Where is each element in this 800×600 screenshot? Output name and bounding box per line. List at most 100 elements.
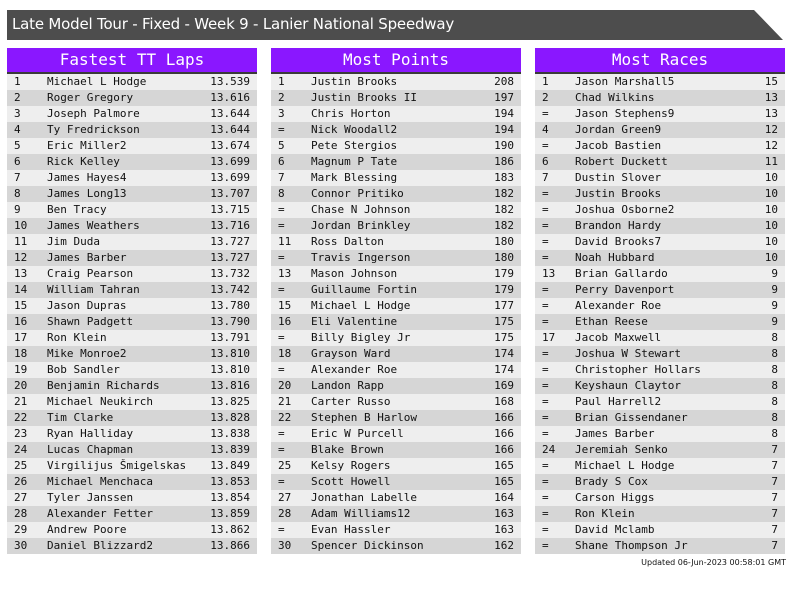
table-row: 24 Lucas Chapman 13.839 — [7, 442, 257, 458]
rank-cell: 12 — [14, 251, 28, 264]
driver-name-cell: Ty Fredrickson — [47, 123, 140, 136]
driver-name-cell: Michael L Hodge — [311, 299, 411, 312]
value-cell: 10 — [764, 187, 778, 200]
driver-name-cell: Michael L Hodge — [47, 75, 147, 88]
table-row: = Scott Howell 165 — [271, 474, 521, 490]
rank-cell: 11 — [14, 235, 28, 248]
rank-cell: = — [542, 235, 549, 248]
driver-name-cell: Michael Neukirch — [47, 395, 153, 408]
value-cell: 182 — [494, 203, 514, 216]
rank-cell: 26 — [14, 475, 28, 488]
title-bar: Late Model Tour - Fixed - Week 9 - Lanie… — [7, 10, 783, 40]
rank-cell: 2 — [278, 91, 285, 104]
value-cell: 13.742 — [210, 283, 250, 296]
table-row: 28 Adam Williams12 163 — [271, 506, 521, 522]
table-row: 4 Ty Fredrickson 13.644 — [7, 122, 257, 138]
driver-name-cell: Carter Russo — [311, 395, 391, 408]
table-row: 21 Carter Russo 168 — [271, 394, 521, 410]
driver-name-cell: Tyler Janssen — [47, 491, 134, 504]
rank-cell: = — [542, 395, 549, 408]
rank-cell: = — [542, 251, 549, 264]
value-cell: 10 — [764, 171, 778, 184]
value-cell: 163 — [494, 523, 514, 536]
table-row: 25 Virgilijus Šmigelskas 13.849 — [7, 458, 257, 474]
value-cell: 13.838 — [210, 427, 250, 440]
driver-name-cell: Travis Ingerson — [311, 251, 411, 264]
table-row: 30 Spencer Dickinson 162 — [271, 538, 521, 554]
rank-cell: 20 — [14, 379, 28, 392]
value-cell: 186 — [494, 155, 514, 168]
table-row: 15 Jason Dupras 13.780 — [7, 298, 257, 314]
value-cell: 208 — [494, 75, 514, 88]
table-row: 3 Joseph Palmore 13.644 — [7, 106, 257, 122]
value-cell: 13.727 — [210, 235, 250, 248]
driver-name-cell: Noah Hubbard — [575, 251, 655, 264]
rank-cell: 25 — [14, 459, 28, 472]
driver-name-cell: Michael Menchaca — [47, 475, 153, 488]
value-cell: 7 — [771, 523, 778, 536]
table-row: 10 James Weathers 13.716 — [7, 218, 257, 234]
panel-fastest-tt-laps: Fastest TT Laps 1 Michael L Hodge 13.539 2 R… — [7, 48, 257, 554]
driver-name-cell: Craig Pearson — [47, 267, 134, 280]
table-row: 11 Jim Duda 13.727 — [7, 234, 257, 250]
table-row: 4 Jordan Green9 12 — [535, 122, 785, 138]
driver-name-cell: Ethan Reese — [575, 315, 648, 328]
rank-cell: 13 — [278, 267, 292, 280]
value-cell: 13.854 — [210, 491, 250, 504]
value-cell: 10 — [764, 235, 778, 248]
value-cell: 12 — [764, 123, 778, 136]
value-cell: 168 — [494, 395, 514, 408]
rank-cell: = — [542, 363, 549, 376]
driver-name-cell: James Long13 — [47, 187, 127, 200]
table-row: = Noah Hubbard 10 — [535, 250, 785, 266]
value-cell: 175 — [494, 315, 514, 328]
table-row: 22 Stephen B Harlow 166 — [271, 410, 521, 426]
table-row: = David Mclamb 7 — [535, 522, 785, 538]
driver-name-cell: Blake Brown — [311, 443, 384, 456]
rank-cell: 15 — [278, 299, 292, 312]
driver-name-cell: James Hayes4 — [47, 171, 127, 184]
table-row: 9 Ben Tracy 13.715 — [7, 202, 257, 218]
value-cell: 11 — [764, 155, 778, 168]
table-row: = Jason Stephens9 13 — [535, 106, 785, 122]
driver-name-cell: Christopher Hollars — [575, 363, 701, 376]
driver-name-cell: Tim Clarke — [47, 411, 114, 424]
table-row: 1 Michael L Hodge 13.539 — [7, 74, 257, 90]
driver-name-cell: Keyshaun Claytor — [575, 379, 681, 392]
rank-cell: 4 — [542, 123, 549, 136]
table-row: 18 Grayson Ward 174 — [271, 346, 521, 362]
table-row: 2 Roger Gregory 13.616 — [7, 90, 257, 106]
table-row: 17 Jacob Maxwell 8 — [535, 330, 785, 346]
driver-name-cell: Carson Higgs — [575, 491, 655, 504]
driver-name-cell: David Mclamb — [575, 523, 655, 536]
rank-cell: = — [542, 539, 549, 552]
rank-cell: = — [542, 315, 549, 328]
driver-name-cell: Eric W Purcell — [311, 427, 404, 440]
table-row: = Jordan Brinkley 182 — [271, 218, 521, 234]
table-row: 8 Connor Pritiko 182 — [271, 186, 521, 202]
driver-name-cell: Paul Harrell2 — [575, 395, 662, 408]
value-cell: 8 — [771, 363, 778, 376]
driver-name-cell: Joseph Palmore — [47, 107, 140, 120]
driver-name-cell: Alexander Fetter — [47, 507, 153, 520]
rank-cell: 1 — [278, 75, 285, 88]
value-cell: 13.849 — [210, 459, 250, 472]
rank-cell: 16 — [14, 315, 28, 328]
value-cell: 13.780 — [210, 299, 250, 312]
rank-cell: 16 — [278, 315, 292, 328]
value-cell: 8 — [771, 347, 778, 360]
driver-name-cell: Jacob Maxwell — [575, 331, 662, 344]
rank-cell: 24 — [542, 443, 556, 456]
driver-name-cell: Spencer Dickinson — [311, 539, 424, 552]
value-cell: 169 — [494, 379, 514, 392]
driver-name-cell: Brady S Cox — [575, 475, 648, 488]
driver-name-cell: Scott Howell — [311, 475, 391, 488]
value-cell: 10 — [764, 251, 778, 264]
rank-cell: = — [542, 203, 549, 216]
value-cell: 7 — [771, 491, 778, 504]
rank-cell: 6 — [14, 155, 21, 168]
table-row: = Shane Thompson Jr 7 — [535, 538, 785, 554]
rank-cell: 5 — [14, 139, 21, 152]
value-cell: 10 — [764, 203, 778, 216]
rank-cell: 18 — [278, 347, 292, 360]
